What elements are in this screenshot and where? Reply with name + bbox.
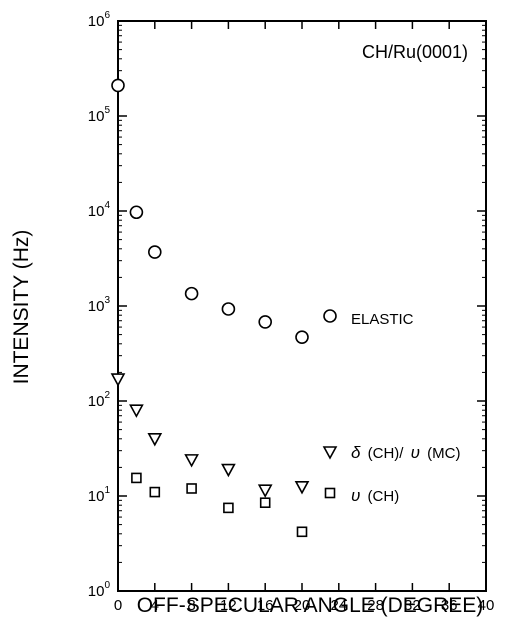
- data-points: [110, 78, 310, 538]
- y-tick-label: 103: [88, 295, 111, 315]
- x-tick-label: 40: [478, 597, 495, 614]
- nu-ch-point: [149, 486, 161, 498]
- y-tick-label: 100: [88, 580, 111, 600]
- x-tick-label: 0: [114, 597, 122, 614]
- delta-ch-point: [110, 373, 126, 387]
- y-tick-label: 105: [88, 105, 111, 125]
- y-tick-label: 102: [88, 390, 111, 410]
- x-tick-label: 28: [367, 597, 384, 614]
- legend-delta-marker: [322, 446, 338, 460]
- x-tick-label: 24: [330, 597, 347, 614]
- x-tick-label: 4: [151, 597, 159, 614]
- nu-ch-point: [131, 472, 142, 484]
- x-axis-title: OFF-SPECULAR ANGLE (DEGREE): [137, 594, 484, 617]
- elastic-point: [221, 302, 236, 316]
- elastic-point: [148, 245, 162, 259]
- elastic-point: [258, 315, 273, 329]
- delta-ch-point: [129, 404, 144, 418]
- y-axis-title: INTENSITY (Hz): [10, 230, 33, 385]
- y-tick-label: 106: [88, 10, 111, 30]
- x-tick-label: 32: [404, 597, 421, 614]
- elastic-point: [111, 78, 125, 93]
- y-tick-label: 101: [88, 485, 111, 505]
- nu-ch-text: (CH): [368, 488, 400, 505]
- legend: ELASTIC δ (CH)/ υ (MC) υ (CH): [322, 309, 460, 505]
- x-tick-label: 36: [441, 597, 458, 614]
- x-tick-label: 20: [294, 597, 311, 614]
- x-tick-label: 12: [220, 597, 237, 614]
- delta-ch-point: [184, 454, 199, 468]
- delta-ch-point: [294, 480, 310, 495]
- elastic-point: [295, 330, 309, 344]
- delta-ch-text: (CH)/: [368, 445, 405, 462]
- y-axis-ticks: 100 101 102 103 104 105 106: [88, 10, 486, 600]
- nu-symbol: υ: [411, 443, 420, 462]
- nu-ch-point: [223, 502, 234, 514]
- y-tick-label: 104: [88, 200, 111, 220]
- legend-nu-ch-label: υ (CH): [351, 486, 399, 505]
- x-tick-label: 8: [187, 597, 195, 614]
- delta-ch-point: [257, 484, 273, 498]
- legend-elastic-marker: [323, 309, 337, 323]
- x-axis-ticks: 0 4 8 12 16 20 24 28 32 36 40: [114, 21, 495, 614]
- nu-ch-point: [186, 483, 197, 494]
- nu-ch-symbol: υ: [351, 486, 360, 505]
- nu-ch-point: [259, 497, 271, 509]
- elastic-point: [129, 205, 144, 220]
- legend-elastic-label: ELASTIC: [351, 311, 414, 328]
- mc-text: (MC): [427, 445, 460, 462]
- delta-ch-point: [147, 433, 163, 447]
- chart-title: CH/Ru(0001): [362, 42, 468, 62]
- delta-ch-point: [221, 463, 236, 478]
- x-tick-label: 16: [257, 597, 274, 614]
- nu-ch-point: [296, 526, 308, 538]
- delta-symbol: δ: [351, 443, 361, 462]
- legend-nu-ch-marker: [324, 487, 336, 499]
- elastic-point: [184, 286, 199, 301]
- plot-frame: [117, 20, 487, 592]
- legend-delta-label: δ (CH)/ υ (MC): [351, 443, 460, 462]
